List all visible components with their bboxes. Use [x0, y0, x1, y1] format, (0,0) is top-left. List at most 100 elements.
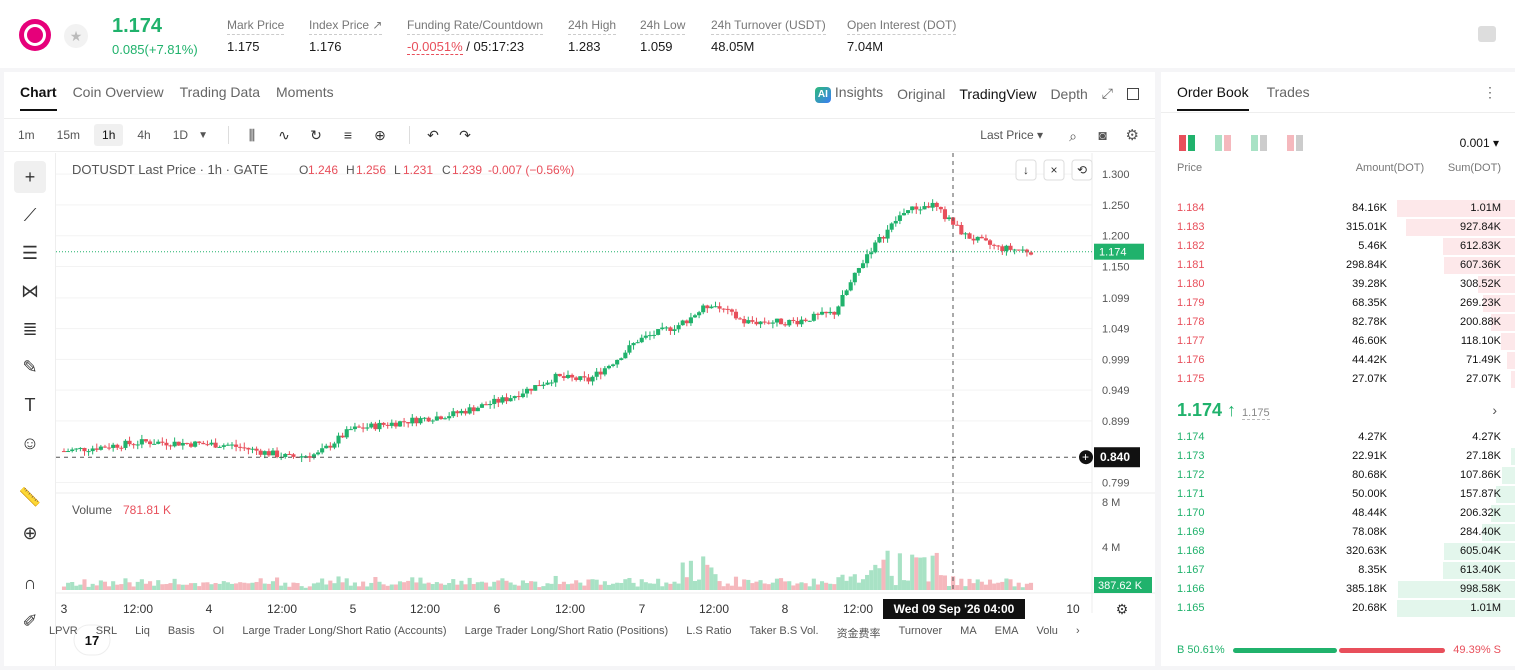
- gear-icon[interactable]: ⚙: [1125, 127, 1139, 144]
- window-icon[interactable]: [1127, 87, 1139, 100]
- candle-body: [721, 308, 726, 310]
- text-icon[interactable]: T: [24, 395, 36, 415]
- tab-coin-overview[interactable]: Coin Overview: [72, 84, 164, 100]
- mode-asks-icon[interactable]: [1251, 135, 1267, 151]
- depth-bar: [1478, 276, 1515, 293]
- magnet-icon[interactable]: ∩: [23, 573, 37, 593]
- replay-icon[interactable]: ↻: [310, 127, 322, 143]
- pencil-lock-icon[interactable]: ✐: [22, 611, 38, 631]
- candle-body: [217, 446, 222, 448]
- undo-icon[interactable]: ↶: [427, 127, 439, 143]
- indicator-3[interactable]: Basis: [167, 625, 195, 637]
- indicator-1[interactable]: SRL: [95, 625, 118, 637]
- bid-row[interactable]: 1.165 20.68K 1.01M: [1161, 599, 1515, 618]
- bid-row[interactable]: 1.172 80.68K 107.86K: [1161, 466, 1515, 485]
- volume-bar: [94, 585, 99, 590]
- price-source-select[interactable]: Last Price ▾: [980, 128, 1043, 142]
- ask-row[interactable]: 1.180 39.28K 308.52K: [1161, 275, 1515, 294]
- bid-row[interactable]: 1.166 385.18K 998.58K: [1161, 580, 1515, 599]
- candle-body: [750, 320, 755, 322]
- ask-row[interactable]: 1.177 46.60K 118.10K: [1161, 332, 1515, 351]
- tab-chart[interactable]: Chart: [20, 84, 57, 111]
- pattern-icon[interactable]: ⋈: [21, 281, 39, 301]
- add-alert-icon[interactable]: ⊕: [374, 127, 386, 143]
- bid-row[interactable]: 1.173 22.91K 27.18K: [1161, 447, 1515, 466]
- stat-index-price[interactable]: Index Price ↗ 1.176: [309, 18, 383, 54]
- mode-bids-icon[interactable]: [1215, 135, 1231, 151]
- volume-bar: [258, 578, 263, 590]
- candle-body: [799, 319, 804, 325]
- chevron-right-icon[interactable]: ›: [1492, 402, 1497, 418]
- search-icon[interactable]: ⌕: [1069, 128, 1077, 144]
- fib-icon[interactable]: ≣: [22, 319, 38, 339]
- stat-mark-price[interactable]: Mark Price 1.175: [227, 18, 285, 54]
- row-price: 1.170: [1177, 507, 1205, 519]
- indicator-4[interactable]: OI: [212, 625, 225, 637]
- bid-row[interactable]: 1.174 4.27K 4.27K: [1161, 428, 1515, 447]
- tab-tradingview[interactable]: TradingView: [959, 85, 1037, 102]
- indicator-9[interactable]: 资金费率: [836, 628, 881, 640]
- crosshair-icon[interactable]: +: [14, 161, 46, 193]
- timeframe-1d[interactable]: 1D: [172, 128, 189, 142]
- scroll-right-icon[interactable]: ›: [1075, 625, 1080, 637]
- book-icon[interactable]: [1478, 26, 1496, 42]
- bid-row[interactable]: 1.171 50.00K 157.87K: [1161, 485, 1515, 504]
- horizontal-lines-icon[interactable]: ☰: [21, 243, 39, 263]
- indicator-5[interactable]: Large Trader Long/Short Ratio (Accounts): [242, 625, 447, 637]
- indicator-0[interactable]: LPVR: [49, 625, 78, 637]
- timeframe-1h[interactable]: 1h: [94, 124, 124, 146]
- insights-button[interactable]: AI Insights: [814, 84, 883, 103]
- indicator-6[interactable]: Large Trader Long/Short Ratio (Positions…: [464, 625, 669, 637]
- ask-row[interactable]: 1.176 44.42K 71.49K: [1161, 351, 1515, 370]
- bid-row[interactable]: 1.170 48.44K 206.32K: [1161, 504, 1515, 523]
- tab-trades[interactable]: Trades: [1266, 84, 1310, 100]
- bid-row[interactable]: 1.169 78.08K 284.40K: [1161, 523, 1515, 542]
- volume-bar: [926, 581, 931, 590]
- more-icon[interactable]: ⋮: [1483, 84, 1497, 100]
- trendline-icon[interactable]: ⟋: [23, 205, 37, 225]
- indicator-13[interactable]: Volu: [1036, 625, 1058, 637]
- ask-row[interactable]: 1.175 27.07K 27.07K: [1161, 370, 1515, 389]
- tab-moments[interactable]: Moments: [276, 84, 334, 100]
- indicator-10[interactable]: Turnover: [898, 625, 943, 637]
- tab-trading-data[interactable]: Trading Data: [179, 84, 261, 100]
- row-sum: 206.32K: [1460, 507, 1501, 519]
- ask-row[interactable]: 1.182 5.46K 612.83K: [1161, 237, 1515, 256]
- bid-row[interactable]: 1.167 8.35K 613.40K: [1161, 561, 1515, 580]
- ask-row[interactable]: 1.178 82.78K 200.88K: [1161, 313, 1515, 332]
- timeframe-1m[interactable]: 1m: [18, 128, 35, 142]
- expand-icon[interactable]: ⤢: [1101, 85, 1113, 101]
- indicators-icon[interactable]: ∿: [278, 127, 290, 143]
- indicator-12[interactable]: EMA: [994, 625, 1019, 637]
- timeframe-dropdown-icon[interactable]: ▼: [198, 129, 208, 141]
- tab-original[interactable]: Original: [897, 85, 946, 102]
- indicator-11[interactable]: MA: [960, 625, 977, 637]
- mode-sell-icon[interactable]: [1287, 135, 1303, 151]
- redo-icon[interactable]: ↷: [459, 127, 471, 143]
- timeframe-4h[interactable]: 4h: [137, 128, 151, 142]
- tab-depth[interactable]: Depth: [1050, 85, 1088, 102]
- tab-order-book[interactable]: Order Book: [1177, 84, 1249, 111]
- indicator-8[interactable]: Taker B.S Vol.: [749, 625, 819, 637]
- ruler-icon[interactable]: 📏: [18, 487, 42, 507]
- price-chart[interactable]: 1.300 1.250 1.200 1.150 1.099 1.049 0.999 0.949…: [56, 153, 1155, 666]
- indicator-7[interactable]: L.S Ratio: [686, 625, 732, 637]
- mode-both-icon[interactable]: [1179, 135, 1195, 151]
- volume-bar: [107, 586, 112, 590]
- zoom-in-icon[interactable]: ⊕: [22, 523, 38, 543]
- ask-row[interactable]: 1.181 298.84K 607.36K: [1161, 256, 1515, 275]
- camera-icon[interactable]: ◙: [1098, 127, 1107, 143]
- templates-icon[interactable]: ≡: [343, 127, 353, 143]
- ask-row[interactable]: 1.183 315.01K 927.84K: [1161, 218, 1515, 237]
- brush-icon[interactable]: ✎: [22, 357, 38, 377]
- emoji-icon[interactable]: ☺: [20, 433, 40, 453]
- ask-row[interactable]: 1.179 68.35K 269.23K: [1161, 294, 1515, 313]
- ask-row[interactable]: 1.184 84.16K 1.01M: [1161, 199, 1515, 218]
- favorite-star-icon[interactable]: ★: [64, 24, 88, 48]
- bid-row[interactable]: 1.168 320.63K 605.04K: [1161, 542, 1515, 561]
- stat-funding-rate[interactable]: Funding Rate/Countdown -0.0051% / 05:17:2…: [407, 18, 544, 55]
- precision-select[interactable]: 0.001 ▾: [1459, 136, 1499, 150]
- timeframe-15m[interactable]: 15m: [56, 128, 81, 142]
- indicator-2[interactable]: Liq: [135, 625, 150, 637]
- candle-type-icon[interactable]: ⫼: [248, 127, 256, 143]
